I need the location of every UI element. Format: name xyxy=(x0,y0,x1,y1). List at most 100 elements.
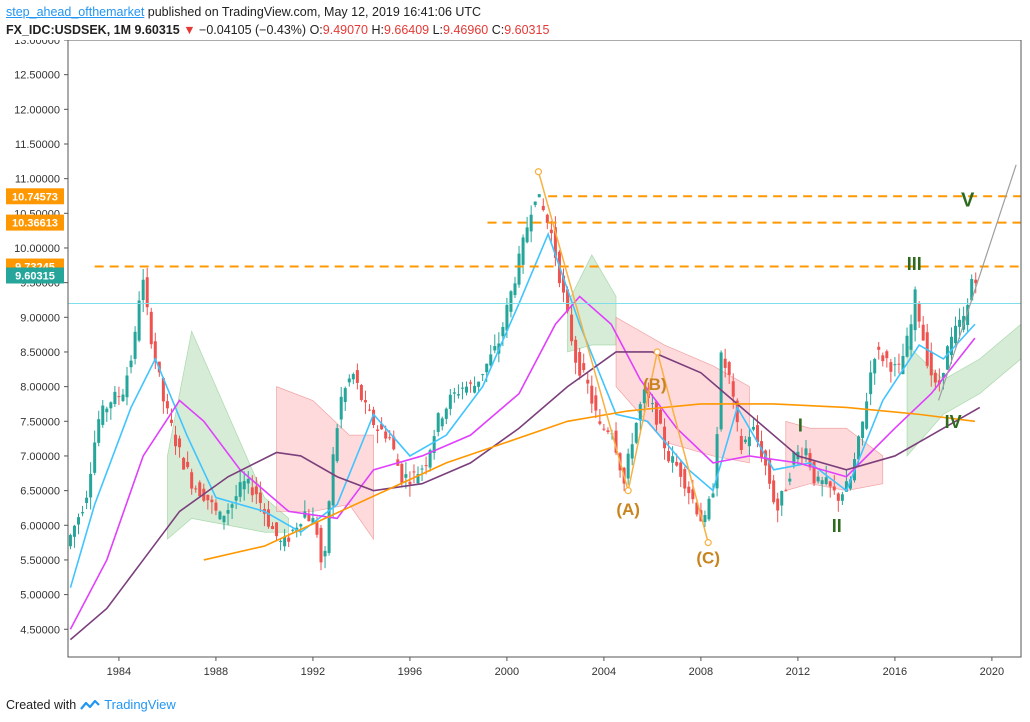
candle-body xyxy=(299,524,303,527)
moving-average-0 xyxy=(69,231,976,588)
candle-body xyxy=(307,513,311,522)
candle-body xyxy=(501,326,505,337)
candle-body xyxy=(614,430,618,453)
wave-label-3: I xyxy=(798,416,803,436)
candle-body xyxy=(865,401,869,429)
y-tick-label: 12.50000 xyxy=(14,70,60,82)
abc-point-0 xyxy=(534,168,543,176)
candle-body xyxy=(77,517,81,525)
publish-line: step_ahead_ofthemarket published on Trad… xyxy=(6,4,1024,20)
candle-body xyxy=(258,492,262,504)
abc-point-3 xyxy=(704,539,712,547)
x-tick-label: 1984 xyxy=(107,666,131,678)
candle-body xyxy=(481,374,485,376)
y-tick-label: 7.50000 xyxy=(20,416,60,428)
moving-average-1 xyxy=(69,295,976,630)
price-tag-bg-0 xyxy=(6,188,64,205)
candle-body xyxy=(755,425,759,443)
candle-body xyxy=(683,469,687,489)
candle-body xyxy=(739,435,743,451)
candle-body xyxy=(949,336,953,356)
candle-body xyxy=(533,201,537,205)
x-tick-label: 2020 xyxy=(980,666,1004,678)
candle-body xyxy=(242,481,246,490)
candle-body xyxy=(351,374,355,380)
candle-body xyxy=(380,423,384,430)
price-tag-label-1: 10.36613 xyxy=(12,218,58,230)
moving-average-3 xyxy=(203,403,976,561)
y-tick-label: 5.00000 xyxy=(20,590,60,602)
candle-body xyxy=(372,409,376,426)
candle-body xyxy=(279,540,283,542)
candle-body xyxy=(582,363,586,370)
price-chart[interactable]: VIIIIVIII(A)(B)(C)13.0000012.5000012.000… xyxy=(0,40,1030,692)
candle-body xyxy=(456,394,460,396)
candle-body xyxy=(958,319,962,327)
author-link[interactable]: step_ahead_ofthemarket xyxy=(6,5,145,19)
candle-body xyxy=(913,289,917,331)
candle-body xyxy=(210,499,214,503)
y-tick-label: 8.50000 xyxy=(20,347,60,359)
wave-label-5: (A) xyxy=(616,500,640,519)
candle-body xyxy=(735,400,739,423)
candle-body xyxy=(671,456,675,463)
candle-body xyxy=(590,385,594,404)
candle-body xyxy=(234,496,238,501)
candle-body xyxy=(485,363,489,373)
candle-body xyxy=(570,314,574,342)
candle-body xyxy=(408,481,412,485)
candle-body xyxy=(970,279,974,301)
candle-body xyxy=(691,489,695,500)
candle-body xyxy=(517,253,521,285)
candle-body xyxy=(477,381,481,387)
candle-body xyxy=(654,401,658,425)
candle-body xyxy=(214,502,218,511)
candle-body xyxy=(133,331,137,359)
low-value: 9.46960 xyxy=(443,23,489,37)
candle-body xyxy=(703,515,707,523)
change-value: −0.04105 (−0.43%) xyxy=(199,23,307,37)
last-price: 9.60315 xyxy=(134,23,180,37)
candle-body xyxy=(687,486,691,494)
candle-body xyxy=(363,400,367,403)
candle-body xyxy=(432,436,436,454)
candle-body xyxy=(424,465,428,467)
candle-body xyxy=(266,509,270,527)
candle-body xyxy=(190,472,194,489)
ohlc-line: FX_IDC:USDSEK, 1M 9.60315 ▼ −0.04105 (−0… xyxy=(6,22,1024,38)
candle-body xyxy=(222,515,226,523)
candle-body xyxy=(594,395,598,411)
candle-body xyxy=(109,402,113,409)
candle-body xyxy=(121,394,125,401)
candle-body xyxy=(707,498,711,520)
candle-body xyxy=(218,511,222,520)
candle-body xyxy=(844,481,848,492)
x-tick-label: 2000 xyxy=(495,666,519,678)
ichimoku-cloud-0 xyxy=(167,329,290,540)
candle-body xyxy=(723,358,727,368)
candle-body xyxy=(638,404,642,421)
candle-body xyxy=(877,346,881,350)
y-tick-label: 7.00000 xyxy=(20,451,60,463)
candle-body xyxy=(537,194,541,198)
candle-body xyxy=(954,325,958,344)
candle-body xyxy=(780,490,784,506)
abc-point-1 xyxy=(624,487,632,495)
wave-label-7: (C) xyxy=(696,548,720,567)
candle-body xyxy=(355,370,359,383)
candle-body xyxy=(469,382,473,384)
candle-body xyxy=(586,379,590,384)
trend-line xyxy=(937,164,1017,401)
y-tick-label: 10.00000 xyxy=(14,243,60,255)
candle-body xyxy=(283,536,287,547)
close-value: 9.60315 xyxy=(504,23,550,37)
candle-body xyxy=(149,311,153,345)
tradingview-brand[interactable]: TradingView xyxy=(104,697,176,712)
candle-body xyxy=(869,372,873,395)
candle-body xyxy=(368,409,372,411)
candle-body xyxy=(513,283,517,296)
candle-body xyxy=(529,214,533,232)
candle-body xyxy=(137,300,141,341)
candle-body xyxy=(820,480,824,485)
high-label: H: xyxy=(371,23,384,37)
